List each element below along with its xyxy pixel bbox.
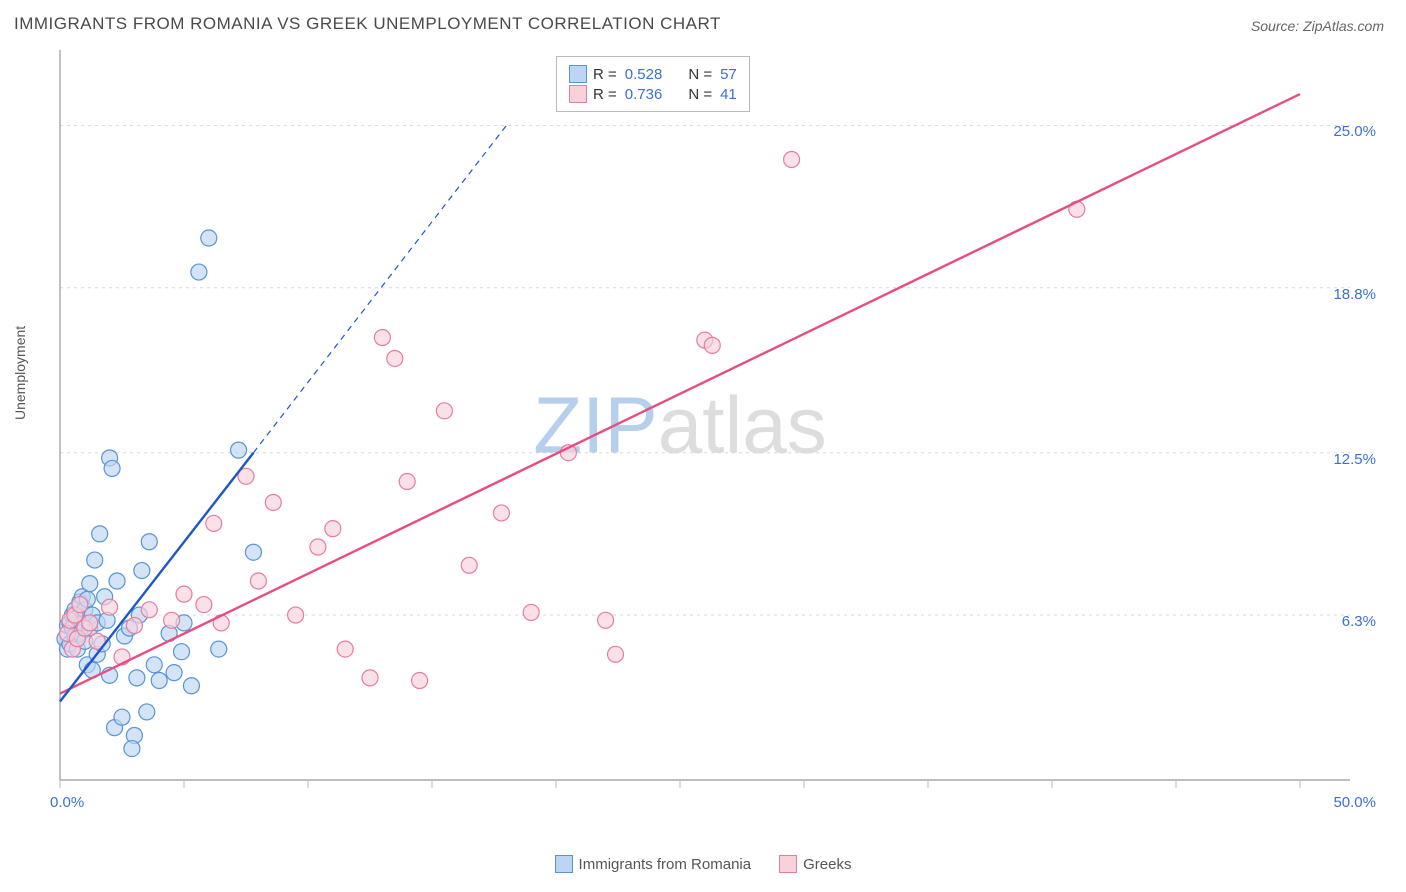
legend-swatch-blue [569, 65, 587, 83]
pink-point [374, 330, 390, 346]
blue-point [104, 460, 120, 476]
legend-r-label: R = [593, 66, 617, 83]
legend-r-label: R = [593, 86, 617, 103]
legend-bottom-item-pink: Greeks [779, 855, 851, 873]
blue-point [231, 442, 247, 458]
chart-title: IMMIGRANTS FROM ROMANIA VS GREEK UNEMPLO… [14, 14, 721, 34]
legend-bottom-swatch [555, 855, 573, 873]
source-label: Source: ZipAtlas.com [1251, 18, 1384, 34]
blue-point [87, 552, 103, 568]
pink-point [412, 673, 428, 689]
pink-point [399, 474, 415, 490]
pink-point [164, 612, 180, 628]
legend-bottom-label: Immigrants from Romania [579, 856, 752, 873]
blue-point [109, 573, 125, 589]
pink-point [436, 403, 452, 419]
legend-bottom-label: Greeks [803, 856, 851, 873]
pink-point [704, 337, 720, 353]
blue-point [92, 526, 108, 542]
blue-point [183, 678, 199, 694]
blue-point [134, 563, 150, 579]
pink-point [250, 573, 266, 589]
blue-point [211, 641, 227, 657]
blue-point [166, 665, 182, 681]
blue-point [82, 576, 98, 592]
blue-point [114, 709, 130, 725]
pink-point [196, 597, 212, 613]
legend-bottom-swatch [779, 855, 797, 873]
y-axis-label: Unemployment [12, 326, 28, 420]
blue-point [129, 670, 145, 686]
blue-point [151, 673, 167, 689]
legend-row-pink: R = 0.736 N = 41 [569, 85, 737, 103]
pink-point [176, 586, 192, 602]
legend-series: Immigrants from Romania Greeks [0, 855, 1406, 878]
y-tick-label: 6.3% [1342, 613, 1376, 630]
legend-r-value: 0.528 [625, 66, 663, 83]
pink-point [82, 615, 98, 631]
blue-point [139, 704, 155, 720]
scatter-plot: ZIPatlas [50, 50, 1350, 820]
pink-point [523, 604, 539, 620]
legend-n-value: 41 [720, 86, 737, 103]
blue-point [124, 741, 140, 757]
blue-point [191, 264, 207, 280]
pink-trendline [60, 94, 1300, 694]
pink-point [337, 641, 353, 657]
pink-point [325, 521, 341, 537]
blue-point [141, 534, 157, 550]
blue-point [201, 230, 217, 246]
blue-point [245, 544, 261, 560]
chart-container: IMMIGRANTS FROM ROMANIA VS GREEK UNEMPLO… [0, 0, 1406, 892]
x-tick-label: 0.0% [50, 794, 84, 811]
blue-point [146, 657, 162, 673]
legend-swatch-pink [569, 85, 587, 103]
pink-point [608, 646, 624, 662]
pink-point [461, 557, 477, 573]
pink-point [310, 539, 326, 555]
legend-r-value: 0.736 [625, 86, 663, 103]
y-tick-label: 18.8% [1333, 286, 1376, 303]
pink-point [288, 607, 304, 623]
legend-row-blue: R = 0.528 N = 57 [569, 65, 737, 83]
pink-point [784, 151, 800, 167]
pink-point [265, 494, 281, 510]
legend-correlation: R = 0.528 N = 57 R = 0.736 N = 41 [556, 56, 750, 112]
pink-point [362, 670, 378, 686]
pink-point [206, 515, 222, 531]
legend-n-label: N = [688, 86, 712, 103]
pink-point [141, 602, 157, 618]
y-tick-label: 12.5% [1333, 451, 1376, 468]
y-tick-label: 25.0% [1333, 123, 1376, 140]
pink-point [102, 599, 118, 615]
pink-point [598, 612, 614, 628]
pink-point [493, 505, 509, 521]
blue-point [174, 644, 190, 660]
legend-bottom-item-blue: Immigrants from Romania [555, 855, 752, 873]
pink-point [126, 618, 142, 634]
x-tick-label: 50.0% [1333, 794, 1376, 811]
blue-trendline-dashed [253, 125, 506, 452]
legend-n-label: N = [688, 66, 712, 83]
legend-n-value: 57 [720, 66, 737, 83]
pink-point [72, 597, 88, 613]
pink-point [387, 350, 403, 366]
